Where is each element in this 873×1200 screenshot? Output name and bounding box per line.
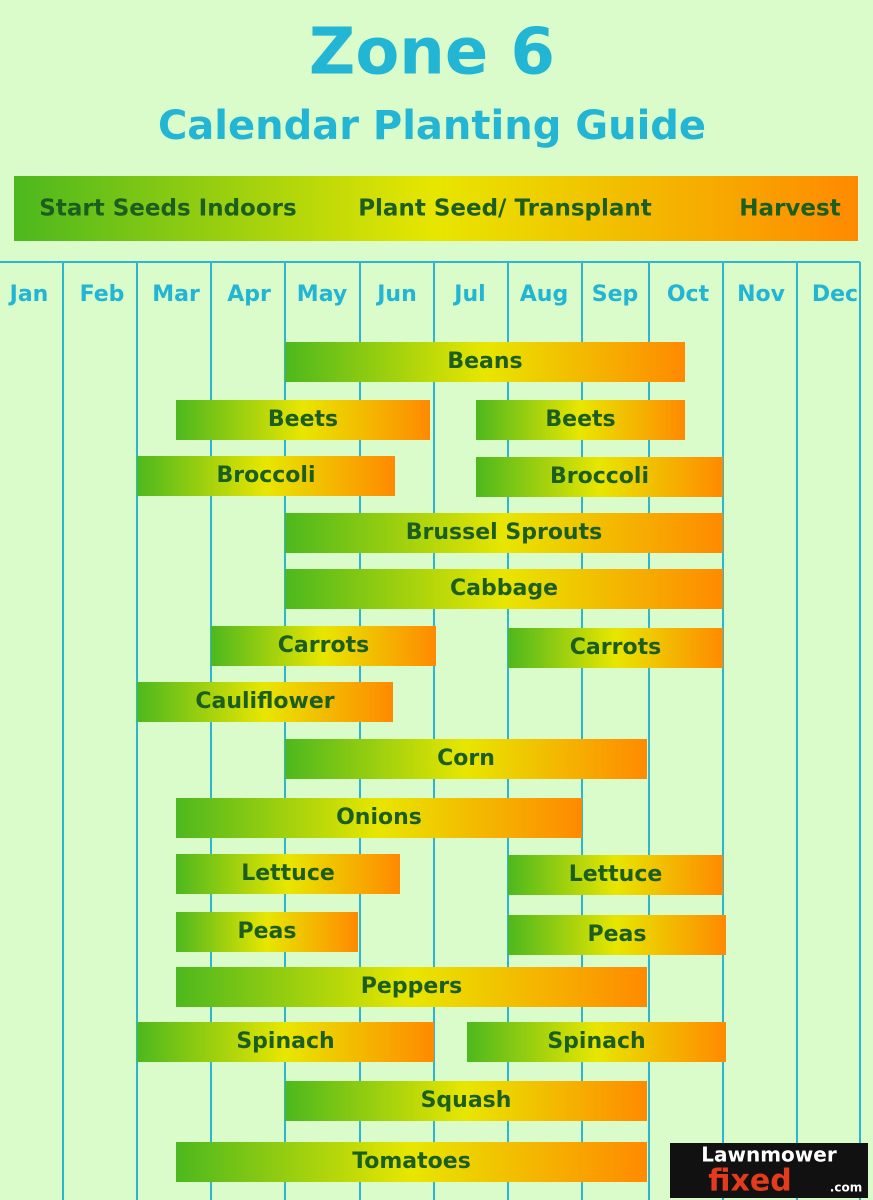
month-label: Nov	[737, 282, 786, 307]
crop-bar	[137, 1022, 434, 1062]
crop-label: Brussel Sprouts	[406, 520, 602, 545]
crop-bar	[137, 456, 395, 496]
crop-bar	[176, 854, 400, 894]
month-label: Jan	[8, 282, 49, 307]
crop-label: Spinach	[547, 1029, 645, 1054]
crop-bar	[476, 400, 685, 440]
month-label: Mar	[152, 282, 200, 307]
logo-bg	[670, 1143, 868, 1198]
crop-bar	[176, 400, 430, 440]
crop-label: Squash	[421, 1088, 512, 1113]
crop-label: Peas	[588, 922, 647, 947]
crop-label: Broccoli	[216, 463, 315, 488]
title: Zone 6	[309, 16, 555, 90]
crop-bar	[285, 739, 647, 779]
crop-label: Carrots	[570, 635, 661, 660]
crop-bar	[285, 342, 685, 382]
crop-label: Lettuce	[569, 862, 663, 887]
crop-bar	[467, 1022, 726, 1062]
crop-label: Corn	[437, 746, 495, 771]
subtitle: Calendar Planting Guide	[158, 103, 706, 149]
crop-bar	[176, 798, 582, 838]
month-label: Dec	[812, 282, 858, 307]
crop-bar	[285, 513, 723, 553]
logo-line2: fixed	[708, 1164, 791, 1199]
crop-bar	[176, 912, 358, 952]
crop-label: Beets	[545, 407, 615, 432]
crop-bar	[137, 682, 393, 722]
crop-label: Broccoli	[550, 464, 649, 489]
crop-label: Peppers	[361, 974, 462, 999]
logo-line1: Lawnmower	[701, 1143, 837, 1167]
month-label: Apr	[227, 282, 271, 307]
crop-label: Lettuce	[241, 861, 335, 886]
crop-label: Spinach	[236, 1029, 334, 1054]
crop-bar	[476, 457, 723, 497]
crop-bar	[176, 967, 647, 1007]
month-label: Feb	[80, 282, 125, 307]
legend-label: Start Seeds Indoors	[39, 196, 296, 222]
month-label: Aug	[520, 282, 568, 307]
legend-label: Harvest	[739, 196, 840, 222]
month-label: Jul	[452, 282, 485, 307]
logo: Lawnmower fixed .com	[670, 1143, 868, 1199]
crop-label: Beets	[268, 407, 338, 432]
crop-label: Cauliflower	[195, 689, 334, 714]
crop-bar	[508, 855, 723, 895]
crop-label: Onions	[336, 805, 422, 830]
crop-bar	[285, 1081, 647, 1121]
crop-bar	[508, 628, 723, 668]
month-label: Oct	[667, 282, 710, 307]
crop-bar	[285, 569, 723, 609]
crop-bar	[211, 626, 436, 666]
month-label: Jun	[375, 282, 417, 307]
crop-label: Peas	[238, 919, 297, 944]
month-label: Sep	[592, 282, 639, 307]
legend-label: Plant Seed/ Transplant	[358, 196, 652, 222]
crop-label: Carrots	[278, 633, 369, 658]
crop-label: Cabbage	[450, 576, 558, 601]
crop-label: Beans	[447, 349, 522, 374]
legend-bar	[14, 176, 858, 241]
crop-bar	[508, 915, 726, 955]
bars: Beans Beets Beets Broccoli Broccoli Brussel S…	[137, 342, 726, 1182]
crop-bar	[176, 1142, 647, 1182]
logo-suffix: .com	[830, 1181, 862, 1195]
crop-label: Tomatoes	[352, 1149, 471, 1174]
month-label: May	[297, 282, 347, 307]
